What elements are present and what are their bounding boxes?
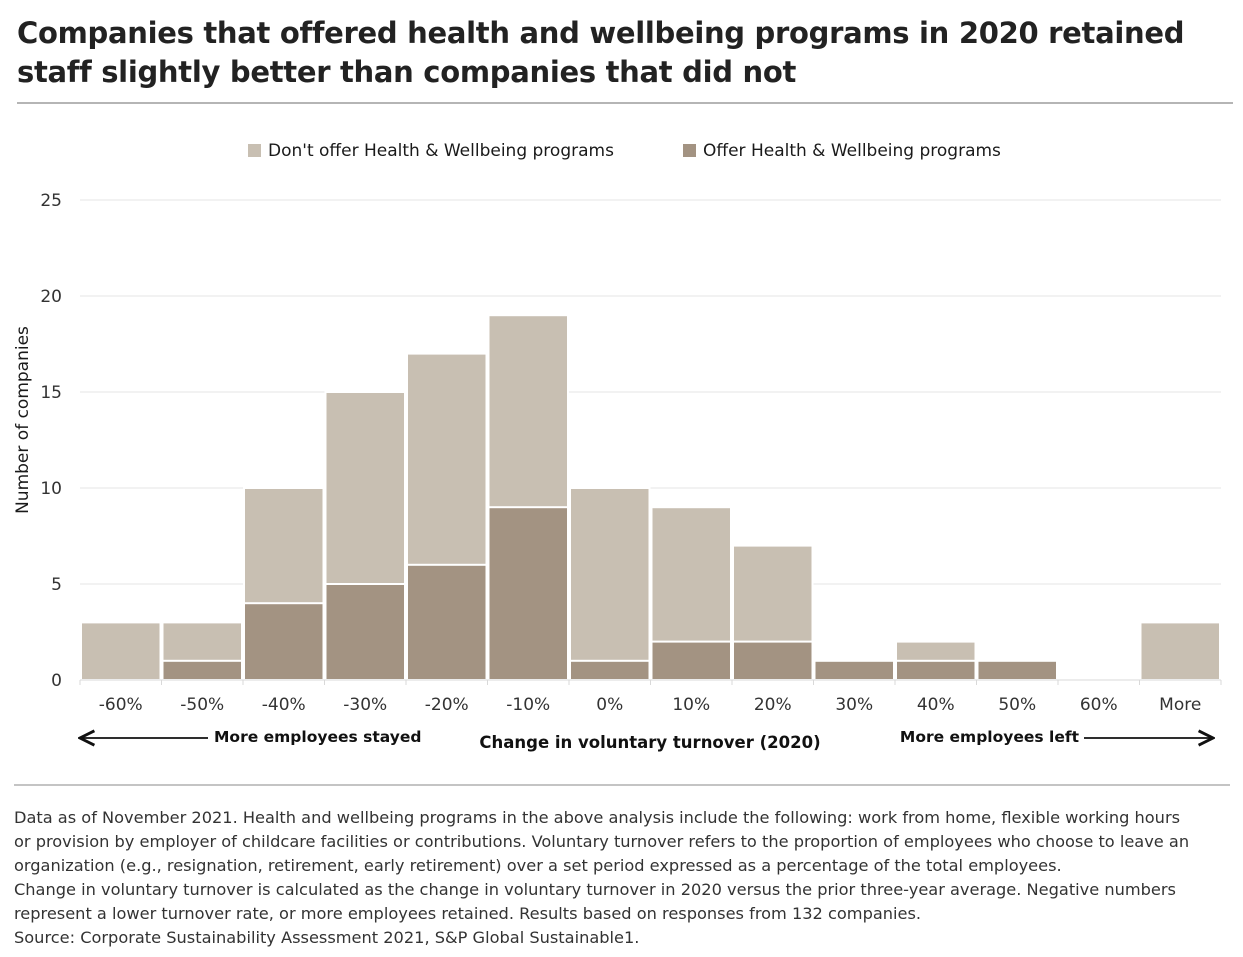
- bar-offer: [243, 602, 325, 682]
- footnote-line: Data as of November 2021. Health and wel…: [14, 808, 1181, 827]
- legend-label-dont-offer: Don't offer Health & Wellbeing programs: [268, 141, 614, 161]
- x-tick-label: 60%: [1080, 695, 1118, 715]
- y-tick-label: 25: [40, 191, 62, 211]
- source-line: Source: Corporate Sustainability Assessm…: [14, 928, 640, 947]
- y-tick-label: 5: [51, 575, 62, 595]
- x-tick-label: 30%: [835, 695, 873, 715]
- title-divider: [17, 102, 1233, 104]
- annotation-more-stayed: More employees stayed: [214, 728, 421, 746]
- x-tick-label: 40%: [917, 695, 955, 715]
- legend-swatch-dont-offer: [248, 144, 261, 157]
- x-tick-label: -40%: [262, 695, 306, 715]
- footnote: Data as of November 2021. Health and wel…: [14, 806, 1234, 950]
- bar-offer: [895, 659, 977, 681]
- legend: Don't offer Health & Wellbeing programs …: [248, 141, 1001, 161]
- x-tick-label: 50%: [998, 695, 1036, 715]
- x-tick-label: -50%: [180, 695, 224, 715]
- y-tick-label: 0: [51, 671, 62, 691]
- bar-dont-offer: [80, 621, 162, 682]
- y-tick-label: 10: [40, 479, 62, 499]
- x-tick-label: More: [1159, 695, 1201, 715]
- bar-offer: [324, 583, 406, 681]
- annotation-more-left: More employees left: [900, 728, 1080, 746]
- x-tick-label: -20%: [425, 695, 469, 715]
- x-tick-label: -10%: [506, 695, 550, 715]
- histogram-chart: Don't offer Health & Wellbeing programs …: [13, 141, 1222, 752]
- y-tick-label: 15: [40, 383, 62, 403]
- y-axis-label: Number of companies: [13, 326, 33, 514]
- x-tick-label: 0%: [596, 695, 623, 715]
- x-tick-label: -60%: [99, 695, 143, 715]
- bar-dont-offer: [1139, 621, 1221, 682]
- x-axis-label: Change in voluntary turnover (2020): [479, 733, 820, 752]
- bar-offer: [569, 659, 651, 681]
- legend-swatch-offer: [683, 144, 696, 157]
- bar-offer: [813, 659, 895, 681]
- footnote-line: or provision by employer of childcare fa…: [14, 832, 1190, 851]
- footnote-line: organization (e.g., resignation, retirem…: [14, 856, 1062, 875]
- y-tick-label: 20: [40, 287, 62, 307]
- x-tick-label: -30%: [343, 695, 387, 715]
- bar-offer: [650, 640, 732, 681]
- bar-offer: [406, 563, 488, 681]
- x-tick-label: 10%: [672, 695, 710, 715]
- x-axis-ticks: -60% -50% -40% -30% -20% -10% 0% 10% 20% 30% 40% 50…: [79, 680, 1222, 715]
- bar-offer: [976, 659, 1058, 681]
- bar-offer: [487, 506, 569, 682]
- x-tick-label: 20%: [754, 695, 792, 715]
- series-offer: [161, 506, 1058, 682]
- chart-title: Companies that offered health and wellbe…: [17, 16, 1185, 89]
- legend-label-offer: Offer Health & Wellbeing programs: [703, 141, 1001, 161]
- bar-dont-offer: [569, 487, 651, 681]
- footnote-line: Change in voluntary turnover is calculat…: [14, 880, 1176, 899]
- footnote-divider: [14, 784, 1230, 786]
- bar-offer: [161, 659, 243, 681]
- footnote-line: represent a lower turnover rate, or more…: [14, 904, 922, 923]
- y-axis-ticks: 0 5 10 15 20 25: [40, 191, 62, 691]
- bar-offer: [732, 640, 814, 681]
